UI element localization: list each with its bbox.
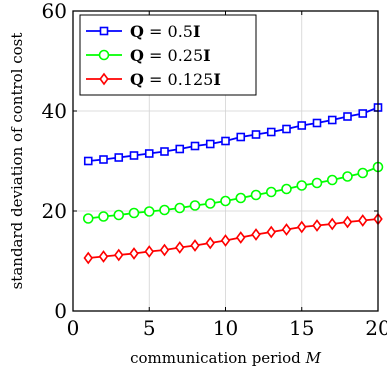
- data-point-circle: [82, 213, 94, 224]
- data-point-square: [221, 136, 230, 146]
- data-point-circle: [174, 202, 186, 214]
- x-tick-label: 20: [365, 316, 387, 340]
- data-point-diamond: [159, 243, 170, 257]
- data-point-circle: [204, 198, 216, 209]
- series-square: [83, 103, 383, 166]
- series-diamond: [83, 212, 383, 265]
- data-point-diamond: [297, 220, 307, 234]
- data-point-diamond: [114, 248, 124, 262]
- x-tick-label: 15: [289, 316, 314, 340]
- data-point-circle: [189, 200, 201, 211]
- data-point-circle: [281, 183, 292, 195]
- data-point-square: [266, 127, 276, 137]
- y-tick-label: 40: [42, 99, 67, 123]
- data-point-square: [83, 156, 93, 166]
- series-layer: [82, 103, 384, 265]
- axis-ticks: 0 5 10 15 20 0 20 40 60: [42, 0, 387, 340]
- data-point-diamond: [281, 223, 292, 236]
- legend-item: Q = 0.125I: [86, 70, 221, 89]
- legend-label: Q = 0.25I: [130, 46, 211, 65]
- data-point-square: [144, 149, 154, 158]
- y-tick-label: 0: [54, 299, 67, 323]
- x-axis-label: communication period M: [130, 349, 321, 367]
- legend-label: Q = 0.5I: [130, 22, 200, 41]
- data-point-circle: [98, 211, 109, 222]
- data-point-square: [175, 144, 185, 154]
- data-point-diamond: [312, 219, 322, 232]
- data-point-circle: [311, 177, 323, 189]
- data-point-square: [99, 155, 108, 164]
- y-tick-label: 20: [42, 199, 67, 223]
- data-point-square: [327, 115, 337, 125]
- data-point-circle: [250, 189, 262, 201]
- data-point-circle: [98, 49, 110, 61]
- data-point-diamond: [83, 251, 93, 265]
- data-point-circle: [143, 206, 155, 217]
- data-point-diamond: [327, 217, 337, 231]
- data-point-square: [190, 141, 200, 151]
- data-point-circle: [159, 204, 170, 216]
- legend-label: Q = 0.125I: [130, 70, 221, 89]
- data-point-square: [205, 139, 215, 149]
- data-point-circle: [128, 207, 140, 219]
- x-tick-label: 10: [213, 316, 238, 340]
- legend-item: Q = 0.5I: [86, 22, 200, 41]
- legend: Q = 0.5I Q = 0.25I Q = 0.125I: [79, 14, 257, 96]
- y-tick-label: 60: [42, 0, 67, 23]
- data-point-square: [251, 130, 261, 139]
- data-point-circle: [220, 195, 231, 207]
- data-point-diamond: [342, 215, 353, 229]
- data-point-circle: [113, 209, 125, 221]
- data-point-diamond: [220, 234, 231, 247]
- data-point-diamond: [175, 241, 185, 254]
- data-point-diamond: [205, 236, 215, 250]
- data-point-circle: [357, 167, 369, 179]
- legend-item: Q = 0.25I: [86, 46, 211, 65]
- data-point-square: [236, 132, 246, 142]
- data-point-diamond: [190, 239, 200, 252]
- data-point-square: [160, 147, 169, 156]
- data-point-square: [282, 124, 291, 134]
- data-point-diamond: [98, 250, 109, 263]
- data-point-diamond: [251, 228, 261, 241]
- data-point-diamond: [99, 72, 109, 86]
- data-point-square: [114, 153, 124, 162]
- data-point-diamond: [358, 214, 368, 227]
- data-point-diamond: [266, 225, 276, 239]
- data-point-circle: [342, 171, 353, 182]
- data-point-circle: [265, 186, 277, 198]
- data-point-circle: [296, 180, 308, 191]
- data-point-square: [312, 118, 322, 128]
- data-point-circle: [326, 174, 338, 186]
- data-point-diamond: [129, 247, 139, 260]
- x-tick-label: 5: [143, 316, 156, 340]
- data-point-square: [99, 26, 109, 36]
- x-tick-label: 0: [67, 316, 80, 340]
- data-point-square: [129, 151, 139, 160]
- series-circle: [82, 161, 384, 224]
- y-axis-label: standard deviation of control cost: [8, 33, 26, 290]
- data-point-square: [343, 112, 352, 121]
- data-point-circle: [235, 192, 247, 204]
- data-point-diamond: [236, 231, 246, 244]
- data-point-diamond: [144, 245, 154, 258]
- data-point-square: [358, 109, 368, 118]
- data-point-square: [297, 121, 307, 130]
